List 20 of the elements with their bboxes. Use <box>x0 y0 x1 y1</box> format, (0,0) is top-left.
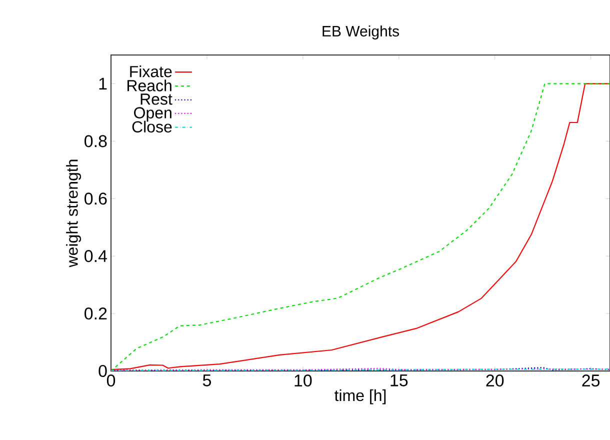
y-axis-title: weight strength <box>66 160 82 268</box>
legend-label: Fixate <box>130 65 172 78</box>
y-tick-label: 0.6 <box>84 192 107 205</box>
x-tick-label: 0 <box>106 374 116 387</box>
x-tick-label: 5 <box>202 374 211 386</box>
chart-title: EB Weights <box>322 26 400 40</box>
y-tick-label: 0 <box>98 364 107 378</box>
legend-label: Reach <box>127 80 172 92</box>
y-tick-label: 0.8 <box>84 135 107 148</box>
y-tick-label: 0.2 <box>84 308 107 320</box>
x-tick-label: 20 <box>486 374 504 387</box>
y-tick-label: 1 <box>99 78 107 90</box>
x-tick-label: 15 <box>390 374 408 386</box>
y-tick-label: 0.4 <box>84 250 107 262</box>
x-axis-title: time [h] <box>334 389 386 404</box>
x-tick-label: 10 <box>294 374 312 387</box>
legend-label: Rest <box>140 94 172 105</box>
x-tick-label: 25 <box>582 374 600 387</box>
legend-label: Close <box>132 120 172 133</box>
legend-label: Open <box>134 107 172 122</box>
